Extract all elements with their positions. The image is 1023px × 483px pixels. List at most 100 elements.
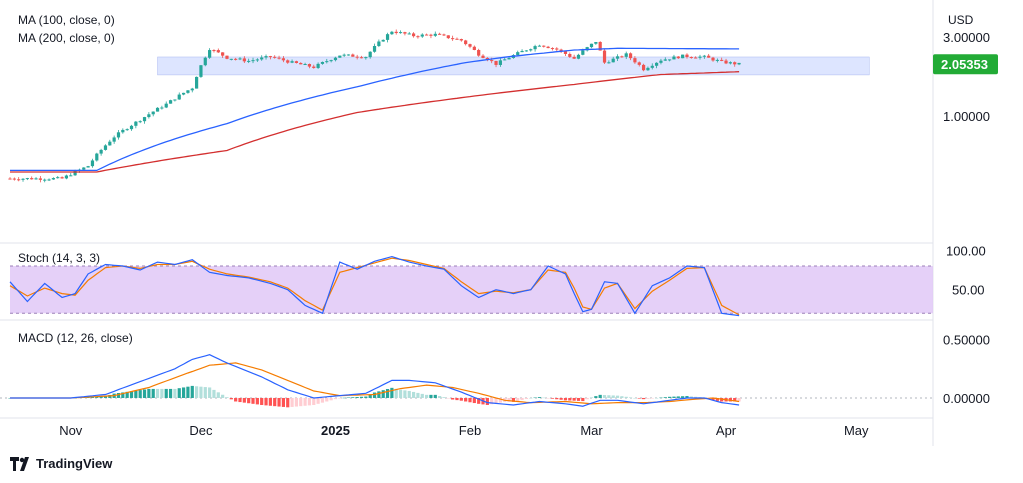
macd-histogram-bar xyxy=(555,397,559,400)
macd-histogram-bar xyxy=(251,397,255,404)
candle-body xyxy=(60,177,64,179)
macd-histogram-bar xyxy=(511,397,515,402)
candle-body xyxy=(125,129,129,131)
macd-histogram-bar xyxy=(689,396,693,398)
candle-body xyxy=(25,178,29,180)
candle-body xyxy=(242,58,246,62)
macd-histogram-bar xyxy=(477,397,481,404)
candle-body xyxy=(82,167,86,170)
macd-histogram-bar xyxy=(307,397,312,406)
ma200-legend: MA (200, close, 0) xyxy=(18,31,115,45)
time-tick-label: May xyxy=(844,423,869,438)
macd-histogram-bar xyxy=(372,392,377,398)
macd-histogram-bar xyxy=(563,397,568,401)
candle-body xyxy=(199,65,203,77)
candle-body xyxy=(377,41,381,47)
candle-body xyxy=(255,59,259,61)
macd-histogram-bar xyxy=(598,394,602,398)
macd-histogram-bar xyxy=(190,385,194,398)
macd-histogram-bar xyxy=(186,386,190,398)
macd-histogram-bar xyxy=(355,397,359,398)
candle-body xyxy=(398,32,403,34)
candle-body xyxy=(247,60,251,62)
candle-body xyxy=(724,60,728,64)
macd-histogram-bar xyxy=(633,397,637,399)
candle-body xyxy=(103,145,108,150)
macd-histogram-bar xyxy=(537,397,542,398)
candle-body xyxy=(494,60,498,65)
macd-histogram-bar xyxy=(99,396,103,398)
macd-histogram-bar xyxy=(589,397,594,398)
macd-histogram-bar xyxy=(602,395,607,398)
candle-body xyxy=(728,62,732,64)
time-tick-label: Feb xyxy=(459,423,481,438)
macd-histogram-bar xyxy=(624,396,628,398)
candle-body xyxy=(329,60,333,62)
candle-body xyxy=(277,57,281,59)
candle-body xyxy=(195,76,199,89)
candle-body xyxy=(633,58,637,63)
macd-histogram-bar xyxy=(581,397,585,402)
candle-body xyxy=(155,107,160,112)
candle-body xyxy=(737,62,741,65)
candle-body xyxy=(689,57,693,59)
macd-histogram-bar xyxy=(420,393,424,398)
macd-histogram-bar xyxy=(168,388,173,398)
macd-histogram-bar xyxy=(277,397,281,407)
candle-body xyxy=(442,34,446,36)
candle-body xyxy=(407,33,411,35)
stoch-legend: Stoch (14, 3, 3) xyxy=(18,251,100,265)
brand-name: TradingView xyxy=(36,456,113,471)
macd-histogram-bar xyxy=(264,397,268,406)
candle-body xyxy=(51,178,55,180)
macd-histogram-bar xyxy=(181,387,186,398)
macd-histogram-bar xyxy=(121,392,125,398)
macd-histogram-bar xyxy=(438,396,442,398)
candle-body xyxy=(420,34,424,37)
macd-histogram-bar xyxy=(342,397,346,399)
candle-body xyxy=(320,61,325,64)
macd-histogram-bar xyxy=(268,397,272,406)
macd-histogram-bar xyxy=(672,396,676,398)
candle-body xyxy=(615,56,620,59)
macd-histogram-bar xyxy=(134,390,138,398)
macd-histogram-bar xyxy=(147,388,151,398)
candle-body xyxy=(381,39,385,42)
macd-histogram-bar xyxy=(520,397,524,400)
macd-histogram-bar xyxy=(225,397,229,398)
candle-body xyxy=(234,58,238,60)
macd-histogram-bar xyxy=(615,395,620,398)
candle-body xyxy=(446,35,450,39)
macd-histogram-bar xyxy=(255,397,259,405)
macd-histogram-bar xyxy=(273,397,277,407)
macd-histogram-bar xyxy=(208,387,212,398)
candle-body xyxy=(628,53,633,59)
candle-body xyxy=(333,57,338,61)
candle-body xyxy=(177,94,181,100)
candle-body xyxy=(12,178,16,180)
macd-histogram-bar xyxy=(433,394,437,398)
macd-histogram-bar xyxy=(320,397,325,403)
macd-histogram-bar xyxy=(620,396,624,398)
candle-body xyxy=(208,50,212,58)
candle-body xyxy=(416,36,420,38)
time-tick-label: Dec xyxy=(189,423,213,438)
candle-body xyxy=(43,179,47,181)
macd-histogram-bar xyxy=(303,397,307,406)
candle-body xyxy=(429,34,433,36)
candle-body xyxy=(568,53,572,57)
candle-body xyxy=(637,62,641,65)
candle-body xyxy=(503,59,507,61)
candle-body xyxy=(507,58,511,60)
candle-body xyxy=(707,55,711,58)
ma100-legend: MA (100, close, 0) xyxy=(18,13,115,27)
macd-histogram-bar xyxy=(628,397,633,398)
macd-histogram-bar xyxy=(442,397,446,398)
stoch-panel: Stoch (14, 3, 3) 100.00 50.00 xyxy=(9,243,986,317)
macd-histogram-bar xyxy=(329,397,333,401)
candle-body xyxy=(21,178,25,180)
macd-histogram-bar xyxy=(429,394,433,398)
candle-body xyxy=(698,56,702,58)
candle-body xyxy=(611,58,615,63)
macd-histogram-bar xyxy=(403,390,407,398)
